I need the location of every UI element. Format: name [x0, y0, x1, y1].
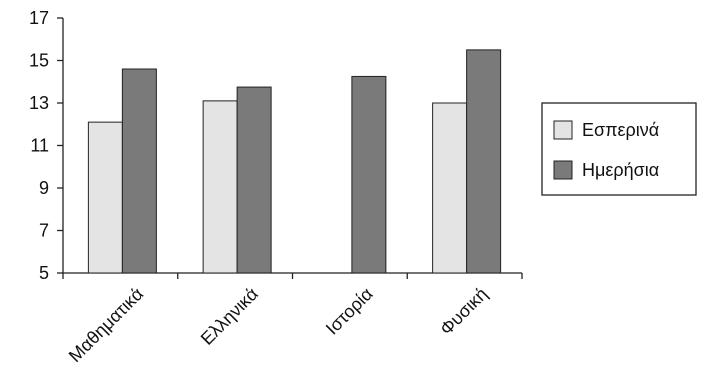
- legend-box: [541, 102, 697, 196]
- y-tick-label: 11: [30, 136, 49, 156]
- legend: Εσπερινά Ημερήσια: [541, 102, 697, 196]
- bar-imerisia-3: [466, 49, 502, 274]
- y-tick-label: 7: [39, 221, 49, 241]
- bar-esperina-0: [87, 121, 123, 274]
- x-category-label: Ιστορία: [322, 284, 377, 339]
- y-tick-label: 15: [29, 51, 49, 71]
- bar-imerisia-1: [236, 86, 272, 274]
- x-category-label: Ελληνικά: [197, 284, 262, 349]
- y-tick-label: 5: [39, 263, 49, 283]
- x-category-label: Φυσική: [436, 284, 491, 339]
- x-category-label: Μαθηματικά: [65, 284, 147, 366]
- legend-label-esperina: Εσπερινά: [582, 120, 659, 140]
- bar-imerisia-2: [351, 75, 387, 274]
- bar-esperina-1: [202, 100, 238, 274]
- legend-swatch-imerisia: [553, 160, 573, 180]
- bar-imerisia-0: [121, 68, 157, 274]
- legend-label-imerisia: Ημερήσια: [582, 160, 659, 180]
- bar-esperina-3: [432, 102, 468, 274]
- y-tick-label: 9: [39, 178, 49, 198]
- bars: [87, 49, 502, 274]
- y-tick-label: 17: [29, 8, 49, 28]
- legend-swatch-esperina: [553, 120, 573, 140]
- y-tick-label: 13: [29, 93, 49, 113]
